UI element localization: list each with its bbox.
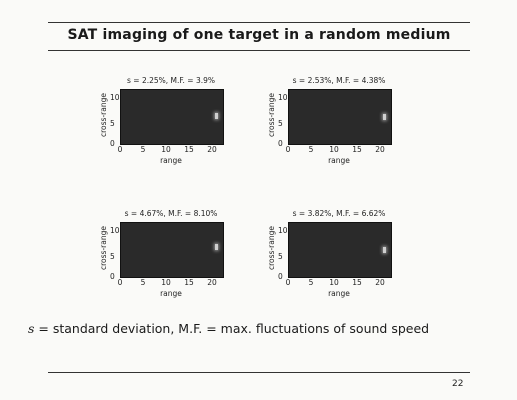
image-plot [288, 222, 392, 278]
target-spot [382, 114, 386, 120]
footer-rule [48, 372, 470, 373]
slide-title: SAT imaging of one target in a random me… [67, 27, 451, 43]
caption-text: = standard deviation, M.F. = max. fluctu… [34, 321, 430, 336]
y-tick: 0 [278, 139, 283, 148]
panel-top-left: s = 2.25%, M.F. = 3.9% cross-range 10 5 … [96, 76, 246, 176]
y-tick: 5 [110, 252, 115, 261]
top-rule [48, 22, 470, 23]
x-axis-label: range [160, 289, 182, 298]
y-tick: 5 [278, 252, 283, 261]
x-axis-label: range [160, 156, 182, 165]
y-tick: 0 [110, 139, 115, 148]
x-tick: 15 [352, 278, 362, 287]
x-tick: 5 [140, 145, 146, 154]
y-tick: 10 [278, 93, 288, 102]
y-tick: 5 [110, 119, 115, 128]
panel-bottom-right: s = 3.82%, M.F. = 6.62% cross-range 10 5… [264, 209, 414, 309]
y-axis-label: cross-range [267, 93, 276, 137]
x-tick: 10 [161, 145, 171, 154]
image-plot [288, 89, 392, 145]
image-plot [120, 222, 224, 278]
x-tick: 0 [285, 145, 291, 154]
x-tick: 15 [184, 145, 194, 154]
x-tick: 0 [117, 145, 123, 154]
x-tick: 10 [161, 278, 171, 287]
y-axis-label: cross-range [99, 93, 108, 137]
x-tick: 20 [375, 278, 385, 287]
x-tick: 0 [285, 278, 291, 287]
panel-title: s = 2.25%, M.F. = 3.9% [126, 76, 215, 85]
target-spot [214, 243, 218, 250]
x-tick: 0 [117, 278, 123, 287]
y-tick: 10 [278, 226, 288, 235]
panel-title: s = 3.82%, M.F. = 6.62% [292, 209, 386, 218]
y-tick: 10 [110, 226, 120, 235]
panel-bottom-left: s = 4.67%, M.F. = 8.10% cross-range 10 5… [96, 209, 246, 309]
x-tick: 15 [184, 278, 194, 287]
page-number: 22 [452, 379, 464, 389]
target-spot [214, 112, 218, 119]
panel-title: s = 2.53%, M.F. = 4.38% [292, 76, 386, 85]
caption-symbol: s [28, 321, 35, 336]
panel-top-right: s = 2.53%, M.F. = 4.38% cross-range 10 5… [264, 76, 414, 176]
x-tick: 5 [308, 278, 314, 287]
slide-caption: s = standard deviation, M.F. = max. fluc… [28, 321, 498, 336]
x-tick: 15 [352, 145, 362, 154]
panel-title: s = 4.67%, M.F. = 8.10% [124, 209, 218, 218]
x-tick: 10 [329, 278, 339, 287]
x-tick: 20 [375, 145, 385, 154]
y-axis-label: cross-range [99, 226, 108, 270]
image-plot [120, 89, 224, 145]
y-tick: 10 [110, 93, 120, 102]
x-tick: 5 [140, 278, 146, 287]
title-rule [48, 50, 470, 51]
y-tick: 5 [278, 119, 283, 128]
x-tick: 20 [207, 145, 217, 154]
x-tick: 20 [207, 278, 217, 287]
y-tick: 0 [110, 272, 115, 281]
target-spot [382, 246, 386, 253]
x-tick: 5 [308, 145, 314, 154]
x-axis-label: range [328, 289, 350, 298]
y-tick: 0 [278, 272, 283, 281]
x-tick: 10 [329, 145, 339, 154]
y-axis-label: cross-range [267, 226, 276, 270]
x-axis-label: range [328, 156, 350, 165]
